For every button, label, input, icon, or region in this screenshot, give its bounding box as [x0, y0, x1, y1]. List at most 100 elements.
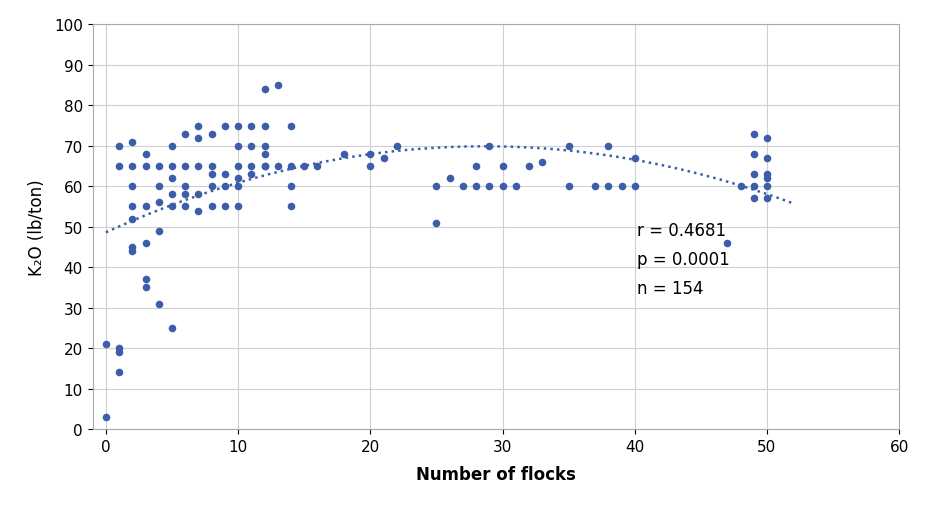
Point [204, 203, 219, 211]
Point [98, 340, 113, 348]
Point [112, 344, 127, 352]
Point [601, 183, 616, 191]
Point [125, 215, 140, 223]
Point [257, 86, 272, 94]
Point [310, 163, 324, 171]
Point [284, 122, 298, 130]
Point [244, 163, 259, 171]
Point [601, 142, 616, 150]
Point [165, 203, 180, 211]
Point [284, 203, 298, 211]
Point [151, 300, 166, 308]
Point [257, 122, 272, 130]
Point [271, 163, 286, 171]
Point [178, 203, 193, 211]
Point [204, 183, 219, 191]
Point [125, 163, 140, 171]
Point [363, 150, 378, 159]
Point [151, 163, 166, 171]
Point [284, 183, 298, 191]
Point [759, 195, 774, 203]
Point [257, 142, 272, 150]
Point [191, 122, 206, 130]
Point [284, 163, 298, 171]
Point [244, 122, 259, 130]
Point [244, 142, 259, 150]
Point [455, 183, 470, 191]
Point [522, 163, 537, 171]
Point [125, 138, 140, 146]
Point [165, 324, 180, 332]
Point [746, 130, 761, 138]
Point [191, 134, 206, 142]
Point [218, 183, 233, 191]
Point [125, 243, 140, 251]
Point [191, 163, 206, 171]
Point [112, 348, 127, 357]
Point [151, 227, 166, 235]
Point [178, 183, 193, 191]
Point [759, 175, 774, 183]
Point [178, 130, 193, 138]
Point [138, 284, 153, 292]
Point [178, 163, 193, 171]
Point [376, 155, 391, 163]
Point [218, 122, 233, 130]
Point [257, 163, 272, 171]
Point [759, 171, 774, 179]
Y-axis label: K₂O (lb/ton): K₂O (lb/ton) [28, 179, 45, 275]
Point [257, 150, 272, 159]
Point [628, 183, 642, 191]
Point [231, 183, 246, 191]
Point [429, 183, 444, 191]
Point [257, 163, 272, 171]
Point [759, 134, 774, 142]
Point [191, 207, 206, 215]
Point [561, 142, 576, 150]
Point [165, 142, 180, 150]
Point [138, 239, 153, 247]
Point [204, 171, 219, 179]
Point [112, 163, 127, 171]
Point [178, 191, 193, 199]
Point [588, 183, 603, 191]
Point [138, 150, 153, 159]
Point [442, 175, 457, 183]
Point [389, 142, 404, 150]
Point [165, 191, 180, 199]
Point [482, 183, 497, 191]
Point [125, 203, 140, 211]
Point [746, 183, 761, 191]
Point [231, 175, 246, 183]
Point [720, 239, 735, 247]
Point [98, 413, 113, 421]
Point [151, 199, 166, 207]
Point [363, 163, 378, 171]
Point [495, 163, 510, 171]
Point [628, 155, 642, 163]
Point [297, 163, 311, 171]
Point [535, 159, 550, 167]
Point [138, 163, 153, 171]
Point [561, 183, 576, 191]
Point [112, 369, 127, 377]
Text: r = 0.4681
p = 0.0001
n = 154: r = 0.4681 p = 0.0001 n = 154 [637, 222, 730, 297]
Point [337, 150, 351, 159]
Point [759, 183, 774, 191]
Point [469, 183, 484, 191]
Point [231, 163, 246, 171]
Point [204, 163, 219, 171]
Point [271, 82, 286, 90]
Point [733, 183, 748, 191]
Point [151, 183, 166, 191]
Point [191, 191, 206, 199]
Point [746, 195, 761, 203]
Point [138, 203, 153, 211]
Point [231, 142, 246, 150]
Point [746, 150, 761, 159]
Point [429, 219, 444, 227]
Point [746, 171, 761, 179]
Point [204, 130, 219, 138]
Point [482, 142, 497, 150]
Point [508, 183, 523, 191]
